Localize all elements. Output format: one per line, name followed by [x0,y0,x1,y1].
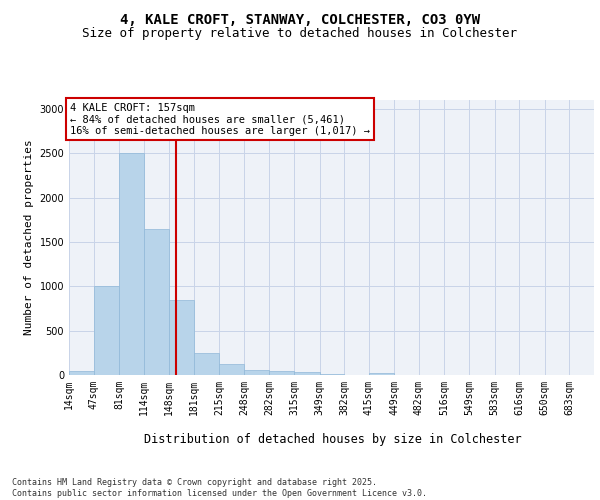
Bar [220,364,244,375]
Bar [194,353,220,375]
Bar [94,286,119,375]
Bar [119,153,144,375]
Text: 4, KALE CROFT, STANWAY, COLCHESTER, CO3 0YW: 4, KALE CROFT, STANWAY, COLCHESTER, CO3 … [120,12,480,26]
Text: Size of property relative to detached houses in Colchester: Size of property relative to detached ho… [83,28,517,40]
Bar [320,374,344,375]
Bar [144,228,169,375]
Y-axis label: Number of detached properties: Number of detached properties [24,140,34,336]
Bar [169,300,194,375]
Bar [269,370,294,375]
Bar [369,373,394,375]
Bar [294,372,320,375]
Bar [69,370,94,375]
Text: Contains HM Land Registry data © Crown copyright and database right 2025.
Contai: Contains HM Land Registry data © Crown c… [12,478,427,498]
Text: 4 KALE CROFT: 157sqm
← 84% of detached houses are smaller (5,461)
16% of semi-de: 4 KALE CROFT: 157sqm ← 84% of detached h… [70,102,370,136]
Text: Distribution of detached houses by size in Colchester: Distribution of detached houses by size … [144,432,522,446]
Bar [244,370,269,375]
